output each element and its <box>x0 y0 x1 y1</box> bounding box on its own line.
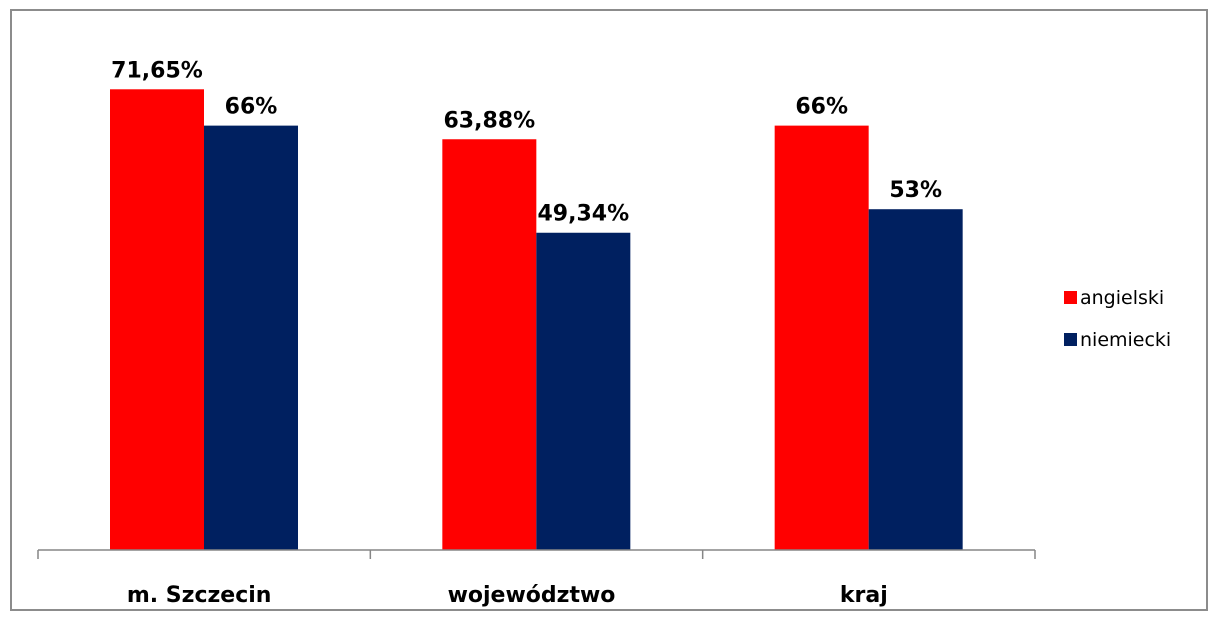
x-tick-label-2: kraj <box>840 583 888 608</box>
bar-niemiecki-1 <box>536 232 631 550</box>
bar-niemiecki-0 <box>204 125 298 551</box>
bar-angielski-2 <box>774 125 869 551</box>
bar-angielski-1 <box>442 139 537 551</box>
legend-swatch-angielski <box>1064 291 1077 304</box>
data-label-niemiecki-2: 53% <box>889 178 942 203</box>
x-tick-label-0: m. Szczecin <box>127 583 272 608</box>
x-tick-label-1: województwo <box>448 583 616 608</box>
legend-swatch-niemiecki <box>1064 333 1077 346</box>
data-label-angielski-2: 66% <box>795 95 848 120</box>
data-label-niemiecki-0: 66% <box>225 95 278 120</box>
data-label-angielski-0: 71,65% <box>111 58 203 83</box>
legend-label-niemiecki: niemiecki <box>1080 329 1171 351</box>
bar-angielski-0 <box>110 89 204 550</box>
data-label-angielski-1: 63,88% <box>444 108 536 133</box>
legend-label-angielski: angielski <box>1080 287 1164 309</box>
bar-niemiecki-2 <box>868 209 963 550</box>
data-label-niemiecki-1: 49,34% <box>538 202 630 227</box>
